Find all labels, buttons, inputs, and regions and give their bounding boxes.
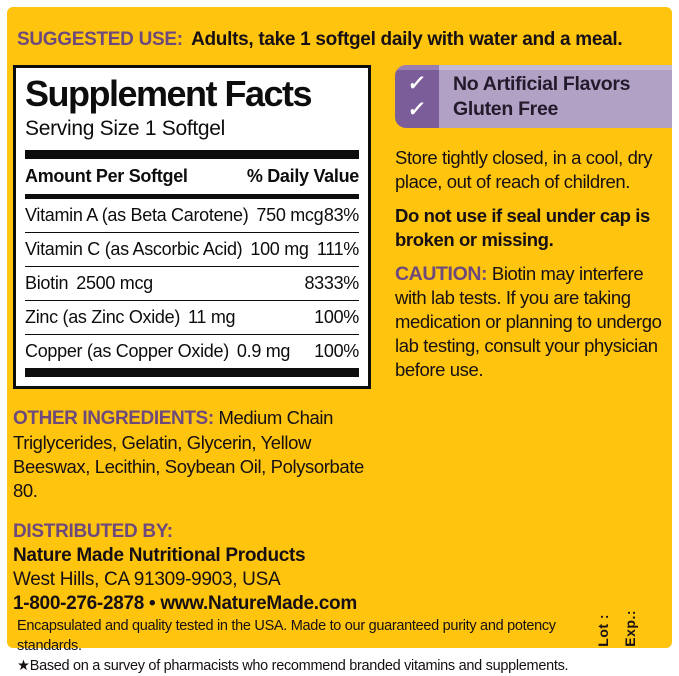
column-header-amount: Amount Per Softgel bbox=[25, 166, 188, 186]
divider-thick-bottom bbox=[25, 368, 359, 377]
caution-note: CAUTION: Biotin may interfere with lab t… bbox=[395, 262, 672, 382]
nutrient-amount: 0.9 mg bbox=[236, 341, 291, 361]
lot-exp-area: Lot : Exp.: bbox=[593, 610, 660, 647]
nutrient-daily-value: 100% bbox=[314, 307, 359, 327]
supplement-facts-title: Supplement Facts bbox=[25, 73, 313, 114]
other-ingredients-label: OTHER INGREDIENTS: bbox=[13, 408, 214, 429]
left-column: Supplement Facts Serving Size 1 Softgel … bbox=[13, 65, 379, 616]
table-row: Zinc (as Zinc Oxide) 11 mg 100% bbox=[25, 300, 359, 334]
nutrient-daily-value: 8333% bbox=[304, 273, 359, 293]
claims-badge-body: No Artificial Flavors Gluten Free bbox=[439, 65, 672, 128]
nutrient-name: Zinc (as Zinc Oxide) bbox=[25, 307, 181, 327]
table-row: Copper (as Copper Oxide) 0.9 mg 100% bbox=[25, 334, 359, 368]
facts-header-row: Amount Per Softgel % Daily Value bbox=[25, 159, 359, 194]
claims-badge: ✓ ✓ No Artificial Flavors Gluten Free bbox=[395, 65, 672, 128]
other-ingredients: OTHER INGREDIENTS: Medium Chain Triglyce… bbox=[13, 406, 385, 503]
footer: Encapsulated and quality tested in the U… bbox=[17, 610, 662, 676]
nutrient-daily-value: 83% bbox=[323, 205, 359, 225]
distributed-by-label: DISTRIBUTED BY: bbox=[13, 521, 173, 542]
nutrient-daily-value: 111% bbox=[316, 239, 359, 259]
table-row: Biotin 2500 mcg 8333% bbox=[25, 266, 359, 300]
suggested-use-label: SUGGESTED USE: bbox=[17, 29, 183, 50]
checkmark-icon: ✓ bbox=[406, 97, 428, 121]
claims-badge-tab: ✓ ✓ bbox=[395, 65, 439, 128]
nutrient-daily-value: 100% bbox=[314, 341, 359, 361]
seal-warning: Do not use if seal under cap is broken o… bbox=[395, 205, 650, 250]
supplement-facts-panel: Supplement Facts Serving Size 1 Softgel … bbox=[13, 65, 371, 389]
right-column: ✓ ✓ No Artificial Flavors Gluten Free St… bbox=[395, 65, 672, 616]
nutrient-name: Vitamin C (as Ascorbic Acid) bbox=[25, 239, 243, 259]
distributed-by: DISTRIBUTED BY: Nature Made Nutritional … bbox=[13, 520, 379, 616]
caution-label: CAUTION: bbox=[395, 263, 488, 285]
claim-gluten-free: Gluten Free bbox=[453, 97, 559, 120]
storage-instructions: Store tightly closed, in a cool, dry pla… bbox=[395, 147, 653, 192]
divider-medium bbox=[25, 194, 359, 198]
lot-label: Lot : bbox=[595, 613, 611, 647]
checkmark-icon: ✓ bbox=[406, 71, 428, 95]
quality-statement: Encapsulated and quality tested in the U… bbox=[17, 618, 556, 654]
caution-text: Biotin may interfere with lab tests. If … bbox=[395, 263, 662, 380]
label-columns: Supplement Facts Serving Size 1 Softgel … bbox=[7, 65, 672, 616]
nutrient-name: Vitamin A (as Beta Carotene) bbox=[25, 205, 249, 225]
contact-line: 1-800-276-2878 • www.NatureMade.com bbox=[13, 593, 357, 614]
nutrient-amount: 2500 mcg bbox=[76, 273, 153, 293]
company-address: West Hills, CA 91309-9903, USA bbox=[13, 569, 281, 590]
table-row: Vitamin A (as Beta Carotene) 750 mcg 83% bbox=[25, 198, 359, 232]
other-ingredients-text: Medium Chain Triglycerides, Gelatin, Gly… bbox=[13, 407, 364, 501]
nutrient-amount: 750 mcg bbox=[256, 205, 324, 225]
nutrient-amount: 100 mg bbox=[250, 239, 309, 259]
nutrient-amount: 11 mg bbox=[188, 307, 236, 327]
claim-no-artificial-flavors: No Artificial Flavors bbox=[453, 72, 631, 95]
exp-label: Exp.: bbox=[622, 610, 638, 647]
divider-thick bbox=[25, 150, 359, 159]
company-name: Nature Made Nutritional Products bbox=[13, 545, 306, 566]
nutrient-name: Biotin bbox=[25, 273, 69, 293]
column-header-daily-value: % Daily Value bbox=[246, 166, 359, 186]
table-row: Vitamin C (as Ascorbic Acid) 100 mg 111% bbox=[25, 232, 359, 266]
suggested-use-text: Adults, take 1 softgel daily with water … bbox=[191, 29, 623, 50]
nutrient-name: Copper (as Copper Oxide) bbox=[25, 341, 229, 361]
serving-size: Serving Size 1 Softgel bbox=[25, 117, 226, 140]
footer-lines: Encapsulated and quality tested in the U… bbox=[17, 616, 607, 676]
suggested-use-line: SUGGESTED USE: Adults, take 1 softgel da… bbox=[17, 29, 662, 51]
supplement-label: SUGGESTED USE: Adults, take 1 softgel da… bbox=[7, 7, 672, 674]
pharmacist-survey-note: ★Based on a survey of pharmacists who re… bbox=[17, 658, 569, 674]
